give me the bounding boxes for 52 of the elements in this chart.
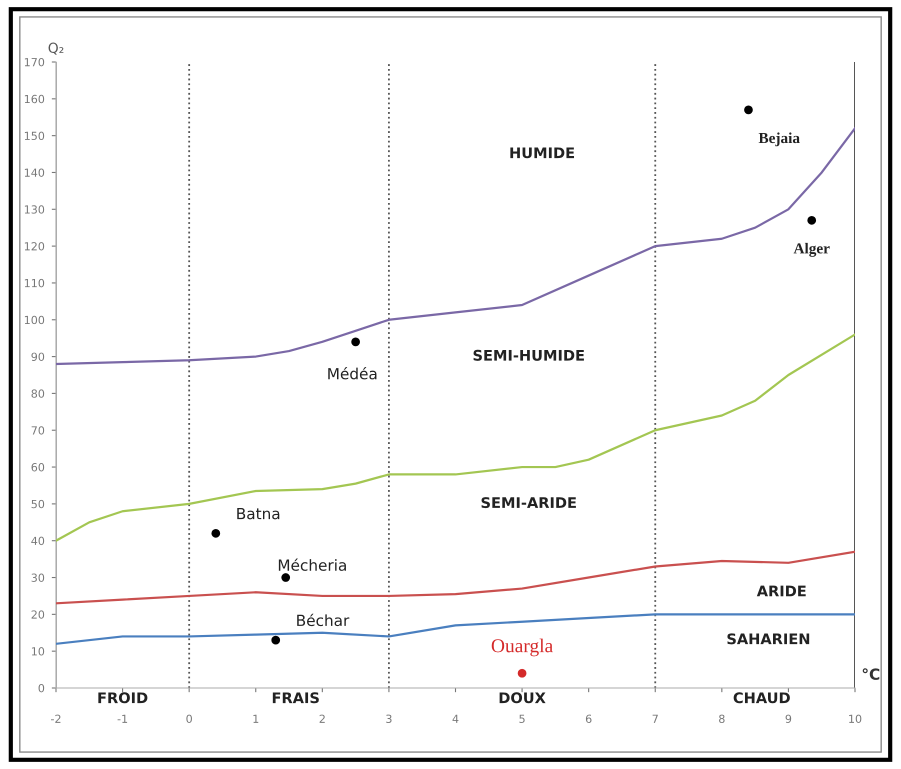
annotation: SEMI-HUMIDE (474, 350, 584, 361)
y-tick-label: 80 (32, 389, 44, 398)
line-series (56, 333, 855, 542)
x-tick-label: 5 (519, 714, 525, 723)
x-tick-label: 1 (253, 714, 258, 723)
x-tick-label: 2 (320, 714, 325, 723)
y-tick-label: 50 (32, 500, 44, 508)
text: FRAIS (272, 692, 319, 704)
y-tick-label: 40 (31, 536, 44, 546)
x-tick-label: 4 (452, 714, 458, 723)
y-tick-label: 90 (31, 352, 44, 361)
y-tick-label: 110 (24, 278, 44, 288)
annotation: Batna (237, 508, 280, 520)
annotation: Bejaia (758, 132, 800, 146)
x-tick-label: -1 (118, 714, 128, 723)
y-tick-label: 20 (32, 610, 44, 619)
y-tick-label: 150 (24, 132, 44, 140)
annotation: Ouargla (492, 638, 553, 656)
annotation: Médéa (328, 366, 376, 380)
annotation: SAHARIEN (727, 633, 810, 644)
text: CHAUD (734, 692, 790, 704)
annotation: ARIDE (756, 586, 806, 596)
x-tick-label: 3 (386, 714, 392, 723)
x-tick-label: 0 (186, 714, 192, 723)
annotation: Béchar (297, 614, 350, 626)
y-tick-label: 120 (24, 242, 44, 250)
annotation: HUMIDE (510, 147, 574, 158)
y-tick-label: 160 (24, 94, 44, 104)
annotation: Mécheria (278, 558, 346, 571)
x-tick-label: 10 (849, 714, 862, 723)
x-tick-label: -2 (51, 714, 60, 723)
y-axis-title: Q₂ (48, 42, 64, 55)
x-tick-label: 7 (652, 714, 658, 723)
line-series (56, 127, 855, 366)
x-tick-label: 9 (786, 714, 792, 723)
annotation: SEMI-ARIDE (482, 497, 576, 508)
text: FROID (98, 692, 148, 704)
x-axis-title: °C (862, 668, 880, 680)
text: DOUX (500, 692, 546, 704)
y-tick-label: 10 (32, 647, 44, 656)
x-tick-label: 8 (719, 714, 725, 723)
y-tick-label: 60 (32, 463, 44, 472)
line-series (56, 550, 855, 604)
y-tick-label: 130 (24, 205, 44, 214)
y-tick-label: 100 (24, 316, 44, 324)
y-tick-label: 0 (38, 684, 44, 692)
y-tick-label: 140 (24, 168, 44, 177)
x-tick-label: 6 (586, 714, 592, 723)
y-tick-label: 30 (32, 574, 44, 582)
y-tick-label: 70 (32, 426, 44, 435)
annotation: Alger (794, 242, 830, 257)
y-tick-label: 170 (24, 58, 44, 66)
